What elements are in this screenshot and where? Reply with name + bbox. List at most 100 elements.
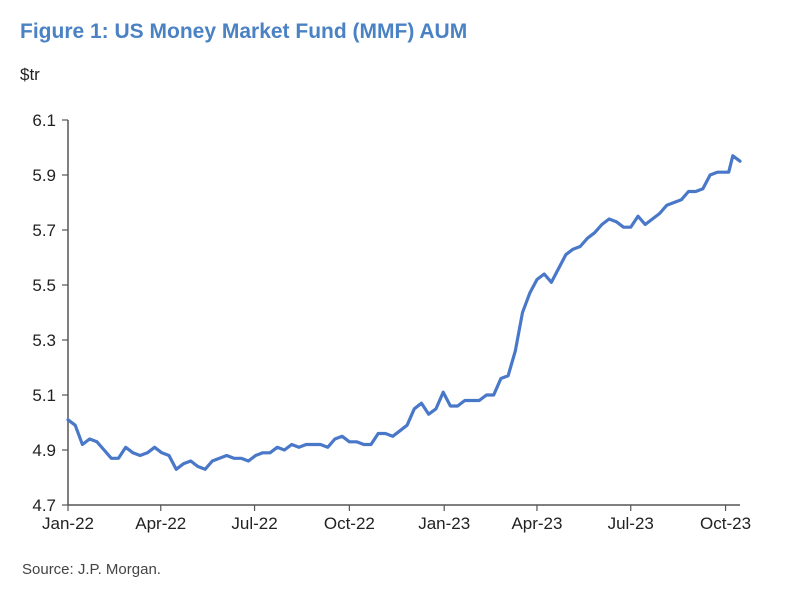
- y-tick-label: 5.9: [32, 166, 56, 185]
- data-point: [727, 171, 730, 174]
- data-point: [593, 231, 596, 234]
- data-point: [665, 204, 668, 207]
- data-point: [622, 226, 625, 229]
- data-point: [160, 451, 163, 454]
- data-point: [586, 237, 589, 240]
- data-point: [564, 253, 567, 256]
- data-point: [341, 435, 344, 438]
- y-axis-unit-label: $tr: [20, 65, 40, 84]
- data-point: [182, 462, 185, 465]
- data-point: [211, 460, 214, 463]
- data-point: [74, 424, 77, 427]
- chart-title: Figure 1: US Money Market Fund (MMF) AUM: [20, 20, 468, 43]
- data-point: [608, 218, 611, 221]
- data-point: [701, 187, 704, 190]
- data-point: [658, 212, 661, 215]
- data-point: [391, 435, 394, 438]
- data-point: [600, 223, 603, 226]
- data-point: [232, 457, 235, 460]
- data-point: [615, 220, 618, 223]
- data-point: [95, 440, 98, 443]
- data-point: [297, 446, 300, 449]
- data-point: [88, 438, 91, 441]
- data-point: [550, 281, 553, 284]
- data-point: [189, 460, 192, 463]
- data-point: [478, 399, 481, 402]
- data-point: [175, 468, 178, 471]
- data-point: [739, 160, 742, 163]
- data-point: [572, 248, 575, 251]
- data-point: [427, 413, 430, 416]
- data-point: [319, 443, 322, 446]
- data-point: [131, 451, 134, 454]
- data-point: [218, 457, 221, 460]
- x-tick-label: Apr-23: [511, 514, 562, 533]
- data-point: [398, 429, 401, 432]
- data-point: [362, 443, 365, 446]
- series-layer: [66, 154, 742, 471]
- data-point: [499, 377, 502, 380]
- data-point: [673, 201, 676, 204]
- data-point: [723, 171, 726, 174]
- data-point: [442, 391, 445, 394]
- data-point: [413, 407, 416, 410]
- data-point: [629, 226, 632, 229]
- x-tick-label: Jan-22: [42, 514, 94, 533]
- data-point: [384, 432, 387, 435]
- source-note: Source: J.P. Morgan.: [22, 561, 161, 578]
- x-tick-label: Jan-23: [418, 514, 470, 533]
- y-tick-label: 6.1: [32, 111, 56, 130]
- data-point: [492, 394, 495, 397]
- data-point: [709, 174, 712, 177]
- data-point: [420, 402, 423, 405]
- data-point: [103, 449, 106, 452]
- data-point: [651, 218, 654, 221]
- data-point: [485, 394, 488, 397]
- data-point: [406, 424, 409, 427]
- data-point: [139, 454, 142, 457]
- x-tick-label: Apr-22: [135, 514, 186, 533]
- data-point: [247, 460, 250, 463]
- data-point: [146, 451, 149, 454]
- y-tick-label: 5.1: [32, 386, 56, 405]
- data-point: [449, 405, 452, 408]
- data-point: [225, 454, 228, 457]
- data-point: [110, 457, 113, 460]
- x-tick-label: Jul-22: [231, 514, 277, 533]
- data-point: [333, 438, 336, 441]
- data-point: [290, 443, 293, 446]
- data-point: [536, 278, 539, 281]
- data-point: [471, 399, 474, 402]
- data-point: [153, 446, 156, 449]
- x-tick-label: Oct-23: [700, 514, 751, 533]
- y-tick-label: 5.5: [32, 276, 56, 295]
- data-point: [124, 446, 127, 449]
- data-point: [269, 451, 272, 454]
- data-point: [326, 446, 329, 449]
- data-point: [557, 267, 560, 270]
- data-point: [370, 443, 373, 446]
- data-point: [204, 468, 207, 471]
- data-point: [283, 449, 286, 452]
- x-tick-label: Oct-22: [324, 514, 375, 533]
- data-point: [528, 292, 531, 295]
- data-point: [514, 350, 517, 353]
- data-point: [731, 154, 734, 157]
- x-tick-label: Jul-23: [608, 514, 654, 533]
- data-point: [507, 374, 510, 377]
- data-point: [348, 440, 351, 443]
- data-point: [716, 171, 719, 174]
- data-point: [168, 454, 171, 457]
- data-point: [276, 446, 279, 449]
- data-point: [377, 432, 380, 435]
- data-point: [261, 451, 264, 454]
- data-point: [637, 215, 640, 218]
- axes: 4.7 4.9 5.1 5.3 5.5 5.7 5.9 6.1 Jan-22 Apr-22 Jul-…: [32, 111, 751, 533]
- data-point: [694, 190, 697, 193]
- y-tick-label: 4.9: [32, 441, 56, 460]
- data-point: [81, 443, 84, 446]
- data-point: [687, 190, 690, 193]
- data-point: [117, 457, 120, 460]
- data-point: [463, 399, 466, 402]
- data-point: [312, 443, 315, 446]
